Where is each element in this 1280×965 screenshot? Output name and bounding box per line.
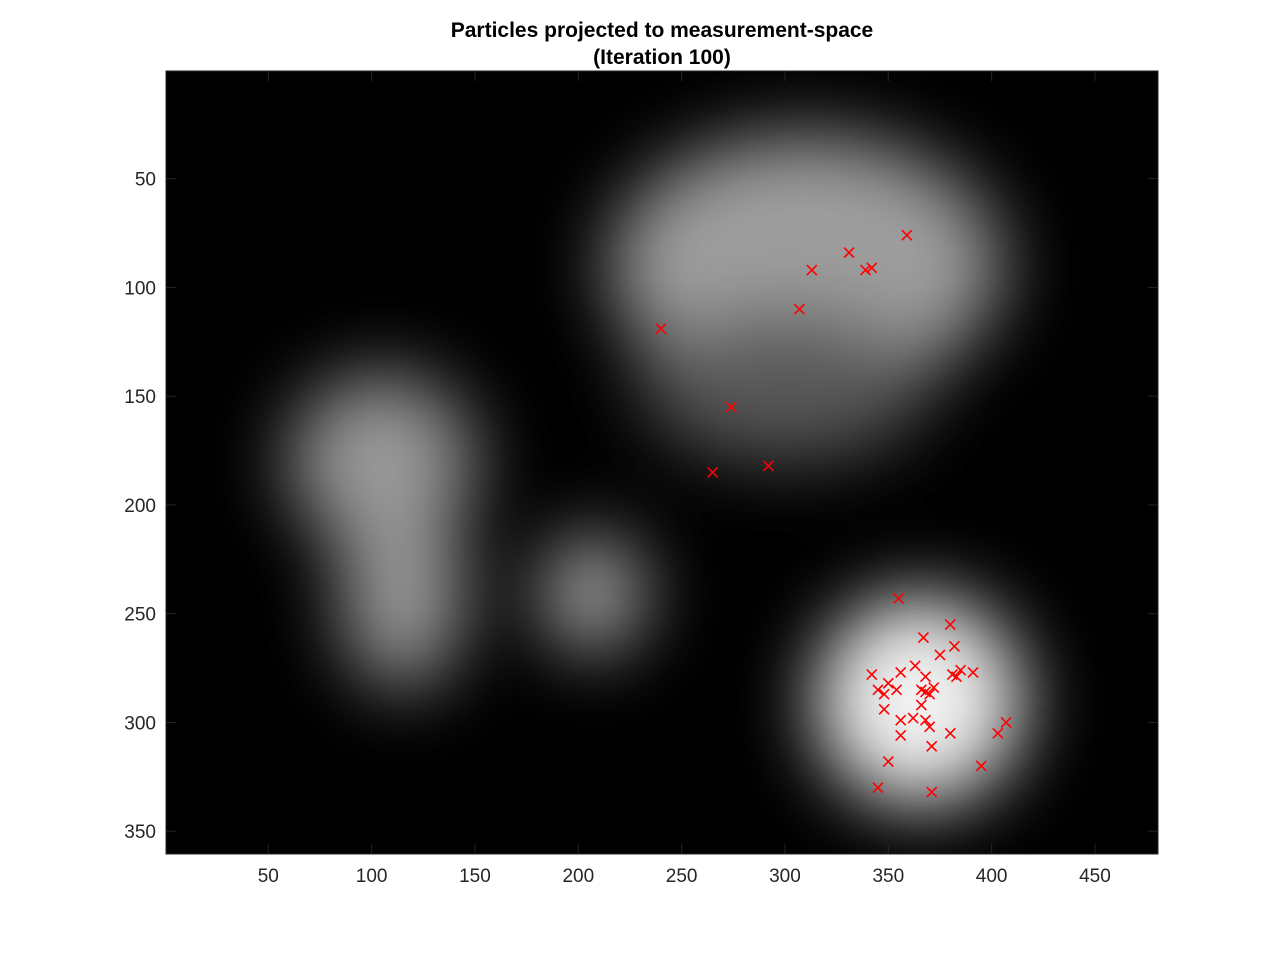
intensity-blob xyxy=(541,535,645,653)
particle-marker xyxy=(762,460,774,472)
particle-marker xyxy=(992,727,1004,739)
x-axis-tick-labels: 50 100 150 200 250 300 350 400 450 xyxy=(258,866,1111,887)
x-tick-label: 150 xyxy=(459,866,491,887)
particle-marker xyxy=(895,714,907,726)
y-tick-label: 50 xyxy=(135,170,156,191)
particle-marker xyxy=(882,677,894,689)
y-tick-label: 150 xyxy=(124,387,156,408)
particle-marker xyxy=(944,618,956,631)
y-tick-label: 250 xyxy=(124,605,156,626)
particle-marker xyxy=(948,640,960,652)
chart-title-line-2: (Iteration 100) xyxy=(593,46,731,69)
particle-marker xyxy=(872,684,884,696)
y-tick-label: 100 xyxy=(124,278,156,299)
particle-marker xyxy=(895,666,907,678)
particle-marker xyxy=(891,684,903,696)
intensity-image xyxy=(288,135,1023,806)
particle-marker xyxy=(928,682,940,694)
particle-marker xyxy=(725,401,737,413)
particle-marker xyxy=(944,727,956,739)
particle-marker xyxy=(655,323,667,335)
axis-ticks xyxy=(166,71,1158,854)
particle-marker xyxy=(926,740,938,752)
particle-marker xyxy=(909,660,921,672)
particle-marker xyxy=(895,729,907,742)
particle-marker xyxy=(866,668,878,681)
particle-marker xyxy=(924,688,936,700)
particle-marker xyxy=(882,755,894,768)
particle-marker xyxy=(967,666,979,678)
particle-marker xyxy=(924,721,936,733)
y-tick-label: 300 xyxy=(124,713,156,734)
particle-marker xyxy=(872,782,884,794)
particle-marker xyxy=(915,699,927,711)
particle-marker xyxy=(975,760,987,772)
x-tick-label: 200 xyxy=(562,866,594,887)
particle-marker xyxy=(934,649,946,661)
chart-title-line-1: Particles projected to measurement-space xyxy=(451,19,874,42)
particle-marker xyxy=(907,712,919,724)
particle-marker xyxy=(806,264,818,276)
x-tick-label: 400 xyxy=(976,866,1008,887)
y-tick-label: 200 xyxy=(124,496,156,517)
x-tick-label: 450 xyxy=(1079,866,1111,887)
intensity-blob xyxy=(640,309,930,462)
particle-marker xyxy=(926,786,938,798)
particle-marker xyxy=(901,229,913,241)
particle-marker xyxy=(866,262,878,274)
x-tick-label: 250 xyxy=(666,866,698,887)
particle-marker xyxy=(707,466,719,478)
plot-area xyxy=(165,70,1159,855)
particle-marker xyxy=(955,664,967,676)
particle-markers xyxy=(655,229,1012,798)
particle-marker xyxy=(919,714,932,726)
particle-marker xyxy=(843,247,855,259)
x-tick-label: 350 xyxy=(872,866,904,887)
y-tick-label: 350 xyxy=(124,822,156,843)
particle-marker xyxy=(917,632,929,644)
y-axis-tick-labels: 50 100 150 200 250 300 350 xyxy=(124,170,156,843)
particle-marker xyxy=(893,592,905,605)
particle-marker xyxy=(878,688,890,700)
particle-marker xyxy=(878,703,890,715)
x-tick-label: 50 xyxy=(258,866,279,887)
particle-marker xyxy=(860,264,872,276)
particle-marker xyxy=(793,303,805,315)
x-tick-label: 100 xyxy=(356,866,388,887)
x-tick-label: 300 xyxy=(769,866,801,887)
intensity-blob xyxy=(815,596,1023,806)
axes-box xyxy=(165,70,1159,855)
particle-marker xyxy=(919,671,932,683)
particle-marker xyxy=(950,671,963,683)
particle-marker xyxy=(1000,716,1012,728)
intensity-blob xyxy=(340,494,465,690)
